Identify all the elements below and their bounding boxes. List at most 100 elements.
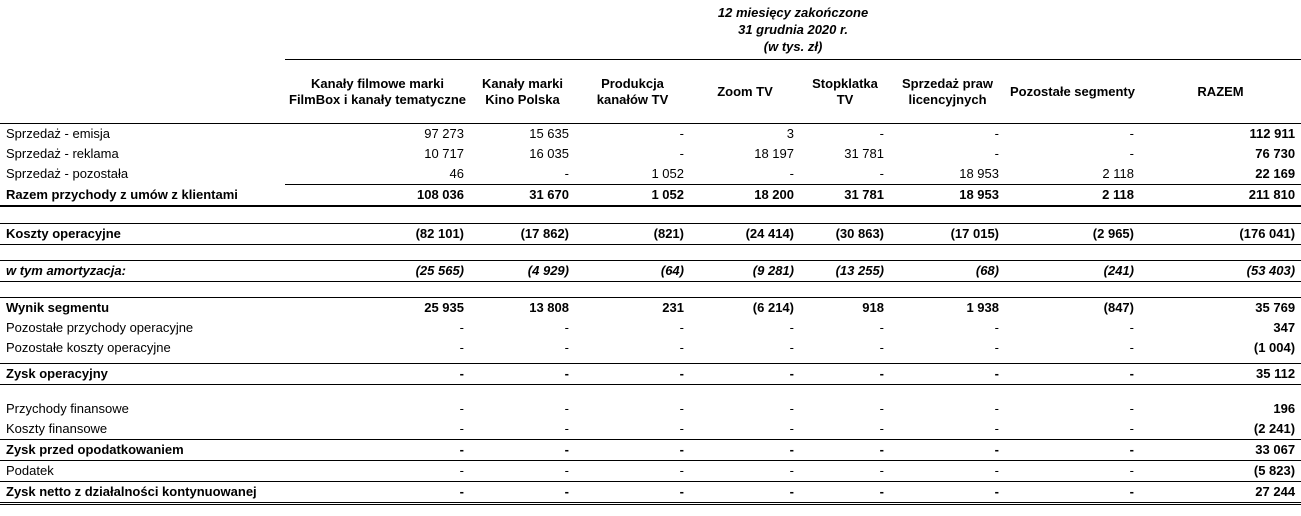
cell: - [679, 126, 684, 141]
cell: 347 [1273, 319, 1296, 335]
cell: (13 255) [800, 259, 890, 282]
cell: - [679, 146, 684, 161]
row-label: Koszty operacyjne [0, 222, 285, 245]
cell: - [564, 319, 569, 335]
cell: - [1005, 460, 1140, 482]
row-label: Koszty finansowe [6, 420, 108, 436]
cell: 112 911 [1249, 126, 1296, 141]
column-header: Zoom TV [690, 59, 800, 124]
cell: 918 [800, 296, 890, 318]
cell: - [789, 400, 794, 416]
cell: - [575, 363, 690, 385]
cell: (24 414) [690, 222, 800, 245]
cell: - [564, 420, 569, 436]
row-label: Pozostałe koszty operacyjne [6, 339, 171, 355]
header-corner [0, 59, 285, 124]
cell: 1 052 [575, 164, 690, 185]
cell: - [679, 339, 684, 355]
cell: - [800, 438, 890, 461]
cell: 76 730 [1255, 146, 1296, 161]
table-row: Zysk operacyjny - - - - - - -35 112 [0, 363, 1301, 385]
cell: 46 [285, 164, 470, 185]
cell: 35 769 [1140, 296, 1301, 318]
row-label: Wynik segmentu [0, 296, 285, 318]
cell: (176 041) [1140, 222, 1301, 245]
cell: - [890, 363, 1005, 385]
table-row: Zysk netto z działalności kontynuowanej -… [0, 481, 1301, 505]
cell: (1 004) [1253, 339, 1296, 355]
cell: 1 938 [890, 296, 1005, 318]
cell: - [459, 400, 464, 416]
cell: - [1129, 319, 1134, 335]
cell: - [679, 420, 684, 436]
spacer-cell [0, 206, 1301, 223]
cell: - [575, 460, 690, 482]
cell: - [564, 339, 569, 355]
cell: - [789, 420, 794, 436]
cell: (53 403) [1140, 259, 1301, 282]
table-row: w tym amortyzacja: (25 565) (4 929) (64) (9 … [0, 259, 1301, 282]
cell: (2 965) [1005, 222, 1140, 245]
cell: - [789, 319, 794, 335]
cell: - [789, 339, 794, 355]
cell: 25 935 [285, 296, 470, 318]
table-row: Zysk przed opodatkowaniem - - - - - - -33 067 [0, 438, 1301, 461]
cell: - [459, 319, 464, 335]
cell: (821) [575, 222, 690, 245]
cell: - [994, 146, 999, 161]
spacer-row [0, 206, 1301, 223]
spacer-cell [0, 385, 1301, 399]
cell: - [459, 420, 464, 436]
table-row: Podatek - - - - - - - (5 823) [0, 460, 1301, 482]
row-label: Pozostałe przychody operacyjne [6, 319, 194, 335]
cell: 18 953 [890, 184, 1005, 207]
cell: 31 781 [844, 146, 884, 161]
cell: (847) [1005, 296, 1140, 318]
cell: (17 862) [470, 222, 575, 245]
cell: (30 863) [800, 222, 890, 245]
table-row: Razem przychody z umów z klientami 108 03… [0, 184, 1301, 207]
cell: - [470, 363, 575, 385]
cell: - [890, 460, 1005, 482]
cell: - [879, 319, 884, 335]
cell: - [1129, 126, 1134, 141]
cell: (64) [575, 259, 690, 282]
column-header: Kanały filmowe marki FilmBox i kanały te… [285, 59, 470, 124]
cell: 97 273 [424, 126, 464, 141]
cell: - [800, 460, 890, 482]
row-label: Sprzedaż - pozostała [6, 166, 129, 182]
column-header: Pozostałe segmenty [1005, 59, 1140, 124]
cell: 18 953 [890, 164, 1005, 185]
cell: 22 169 [1140, 164, 1301, 185]
cell: 15 635 [529, 126, 569, 141]
spacer-row [0, 281, 1301, 297]
title-line-2: 31 grudnia 2020 r. [738, 22, 848, 37]
cell: (241) [1005, 259, 1140, 282]
title-row: 12 miesięcy zakończone 31 grudnia 2020 r… [0, 0, 1301, 60]
cell: 2 118 [1005, 164, 1140, 185]
cell: - [690, 164, 800, 185]
title-corner [0, 0, 285, 60]
table-row: Sprzedaż - pozostała 46-1 052- -18 953 2 11… [0, 164, 1301, 185]
cell: 231 [575, 296, 690, 318]
column-header: Kanały marki Kino Polska [470, 59, 575, 124]
cell: 18 200 [690, 184, 800, 207]
table-title: 12 miesięcy zakończone 31 grudnia 2020 r… [285, 0, 1301, 60]
cell: (17 015) [890, 222, 1005, 245]
cell: - [690, 363, 800, 385]
row-label: Podatek [0, 460, 285, 482]
table-row: Sprzedaż - emisja 97 273 15 635 - 3 - - - 112 91… [0, 124, 1301, 145]
cell: - [800, 164, 890, 185]
row-label: Sprzedaż - reklama [6, 146, 119, 161]
cell: - [1005, 481, 1140, 505]
cell: - [994, 319, 999, 335]
cell: (6 214) [690, 296, 800, 318]
cell: - [285, 438, 470, 461]
cell: 27 244 [1140, 481, 1301, 505]
cell: (82 101) [285, 222, 470, 245]
cell: (68) [890, 259, 1005, 282]
cell: - [1005, 363, 1140, 385]
cell: 31 670 [470, 184, 575, 207]
segment-results-table: 12 miesięcy zakończone 31 grudnia 2020 r… [0, 0, 1301, 505]
cell: - [1129, 146, 1134, 161]
